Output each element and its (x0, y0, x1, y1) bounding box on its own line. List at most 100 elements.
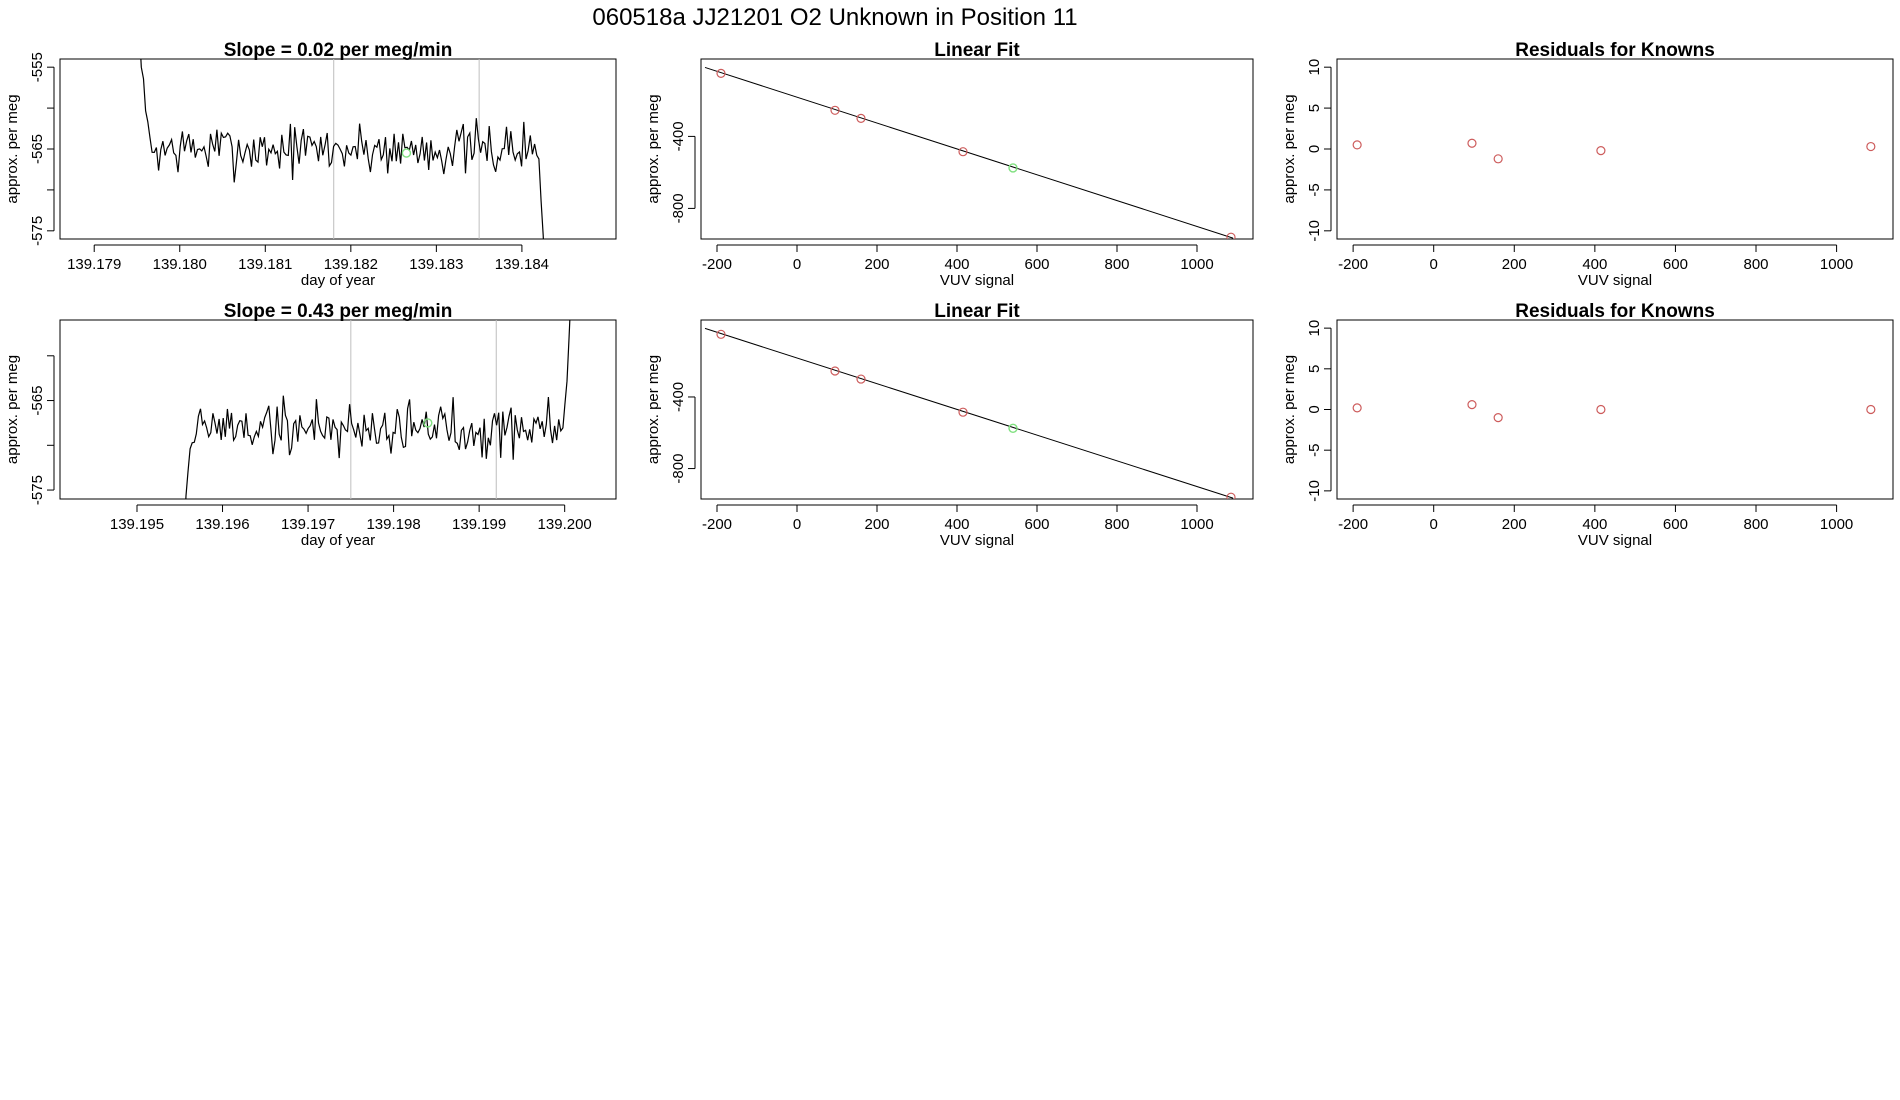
x-axis-title: day of year (301, 272, 375, 289)
plot-area (704, 327, 1236, 499)
known-point (830, 105, 840, 115)
x-tick-label: 1000 (1180, 516, 1213, 533)
y-tick-label: 5 (1306, 104, 1323, 112)
known-point (1493, 413, 1503, 423)
x-tick-label: -200 (702, 256, 732, 273)
y-axis-title: approx. per meg (4, 94, 21, 203)
y-tick-label: -565 (29, 134, 46, 164)
x-tick-label: 400 (944, 256, 969, 273)
plot-border (59, 319, 617, 500)
x-axis-title: VUV signal (1578, 532, 1652, 549)
x-tick-label: 600 (1024, 256, 1049, 273)
known-point (1467, 400, 1477, 410)
y-tick-label: -555 (29, 52, 46, 82)
x-tick-label: 400 (1582, 256, 1607, 273)
x-tick-label: 139.179 (67, 256, 121, 273)
x-tick-label: 600 (1663, 516, 1688, 533)
known-point (1352, 403, 1362, 413)
x-tick-label: 139.180 (153, 256, 207, 273)
unknown-point (1008, 423, 1018, 433)
chart-panel-4: Slope = 0.43 per meg/min 139.195 139.196 13… (4, 301, 617, 549)
known-point (1866, 141, 1876, 152)
y-tick-label: 10 (1306, 59, 1323, 76)
plot-area (185, 320, 571, 499)
x-tick-label: 139.183 (409, 256, 463, 273)
x-tick-label: 0 (1430, 516, 1438, 533)
x-axis-title: VUV signal (1578, 272, 1652, 289)
y-tick-label: 0 (1306, 405, 1323, 413)
y-axis-title: approx. per meg (1281, 355, 1298, 464)
x-tick-label: -200 (1338, 516, 1368, 533)
known-point (1596, 404, 1606, 415)
panels: Slope = 0.02 per meg/min 139.179 139.180 13… (4, 40, 1894, 549)
x-tick-label: 200 (864, 256, 889, 273)
known-point (1493, 154, 1503, 164)
y-axis-title: approx. per meg (645, 355, 662, 464)
y-tick-label: -800 (670, 193, 687, 223)
x-tick-label: 400 (944, 516, 969, 533)
x-tick-label: 400 (1582, 516, 1607, 533)
x-tick-label: 600 (1663, 256, 1688, 273)
y-tick-label: -10 (1306, 480, 1323, 502)
x-axis-title: VUV signal (940, 532, 1014, 549)
known-point (1866, 404, 1876, 415)
y-axis-title: approx. per meg (4, 355, 21, 464)
known-point (1352, 140, 1362, 150)
chart-title: Slope = 0.43 per meg/min (224, 301, 453, 322)
x-tick-label: 139.199 (452, 516, 506, 533)
x-tick-label: 139.200 (538, 516, 592, 533)
x-tick-label: 0 (1430, 256, 1438, 273)
y-tick-label: 10 (1306, 320, 1323, 337)
x-axis-title: day of year (301, 532, 375, 549)
x-tick-label: 0 (793, 516, 801, 533)
y-tick-label: -575 (29, 475, 46, 505)
fit-line (704, 327, 1234, 499)
x-tick-label: 1000 (1820, 516, 1853, 533)
x-tick-label: -200 (702, 516, 732, 533)
chart-title: Slope = 0.02 per meg/min (224, 40, 453, 61)
known-point (1226, 232, 1236, 239)
x-tick-label: 200 (864, 516, 889, 533)
unknown-point (423, 418, 433, 428)
known-point (958, 147, 968, 157)
chart-panel-6: Residuals for Knowns-200 0 200 400 600 800 100… (1281, 301, 1894, 549)
known-point (1596, 146, 1606, 156)
y-tick-label: 0 (1306, 145, 1323, 153)
y-tick-label: 5 (1306, 365, 1323, 373)
known-point (716, 329, 726, 339)
y-tick-label: -400 (670, 121, 687, 151)
chart-title: Linear Fit (934, 301, 1020, 322)
x-tick-label: 139.197 (281, 516, 335, 533)
x-tick-label: 800 (1743, 516, 1768, 533)
x-tick-label: 0 (793, 256, 801, 273)
plot-border (1336, 319, 1894, 500)
plot-border (700, 319, 1254, 500)
x-tick-label: 200 (1502, 256, 1527, 273)
plot-area (1352, 400, 1876, 423)
x-tick-label: 139.182 (324, 256, 378, 273)
y-tick-label: -10 (1306, 220, 1323, 242)
x-tick-label: 139.198 (366, 516, 420, 533)
chart-title: Linear Fit (934, 40, 1020, 61)
known-point (1467, 138, 1477, 148)
y-tick-label: -800 (670, 454, 687, 484)
y-axis-title: approx. per meg (1281, 94, 1298, 203)
known-point (830, 366, 840, 376)
chart-title: Residuals for Knowns (1515, 301, 1715, 322)
y-axis-title: approx. per meg (645, 94, 662, 203)
series-line (185, 320, 571, 499)
x-tick-label: 139.184 (495, 256, 549, 273)
x-tick-label: 800 (1104, 256, 1129, 273)
x-tick-label: 800 (1104, 516, 1129, 533)
known-point (958, 407, 968, 417)
x-tick-label: 139.195 (110, 516, 164, 533)
known-point (716, 68, 726, 79)
x-tick-label: 139.181 (238, 256, 292, 273)
x-tick-label: 800 (1743, 256, 1768, 273)
x-tick-label: 1000 (1180, 256, 1213, 273)
unknown-point (401, 148, 412, 158)
page-title: 060518a JJ21201 O2 Unknown in Position 1… (592, 4, 1077, 31)
y-tick-label: -5 (1306, 183, 1323, 196)
x-tick-label: 200 (1502, 516, 1527, 533)
